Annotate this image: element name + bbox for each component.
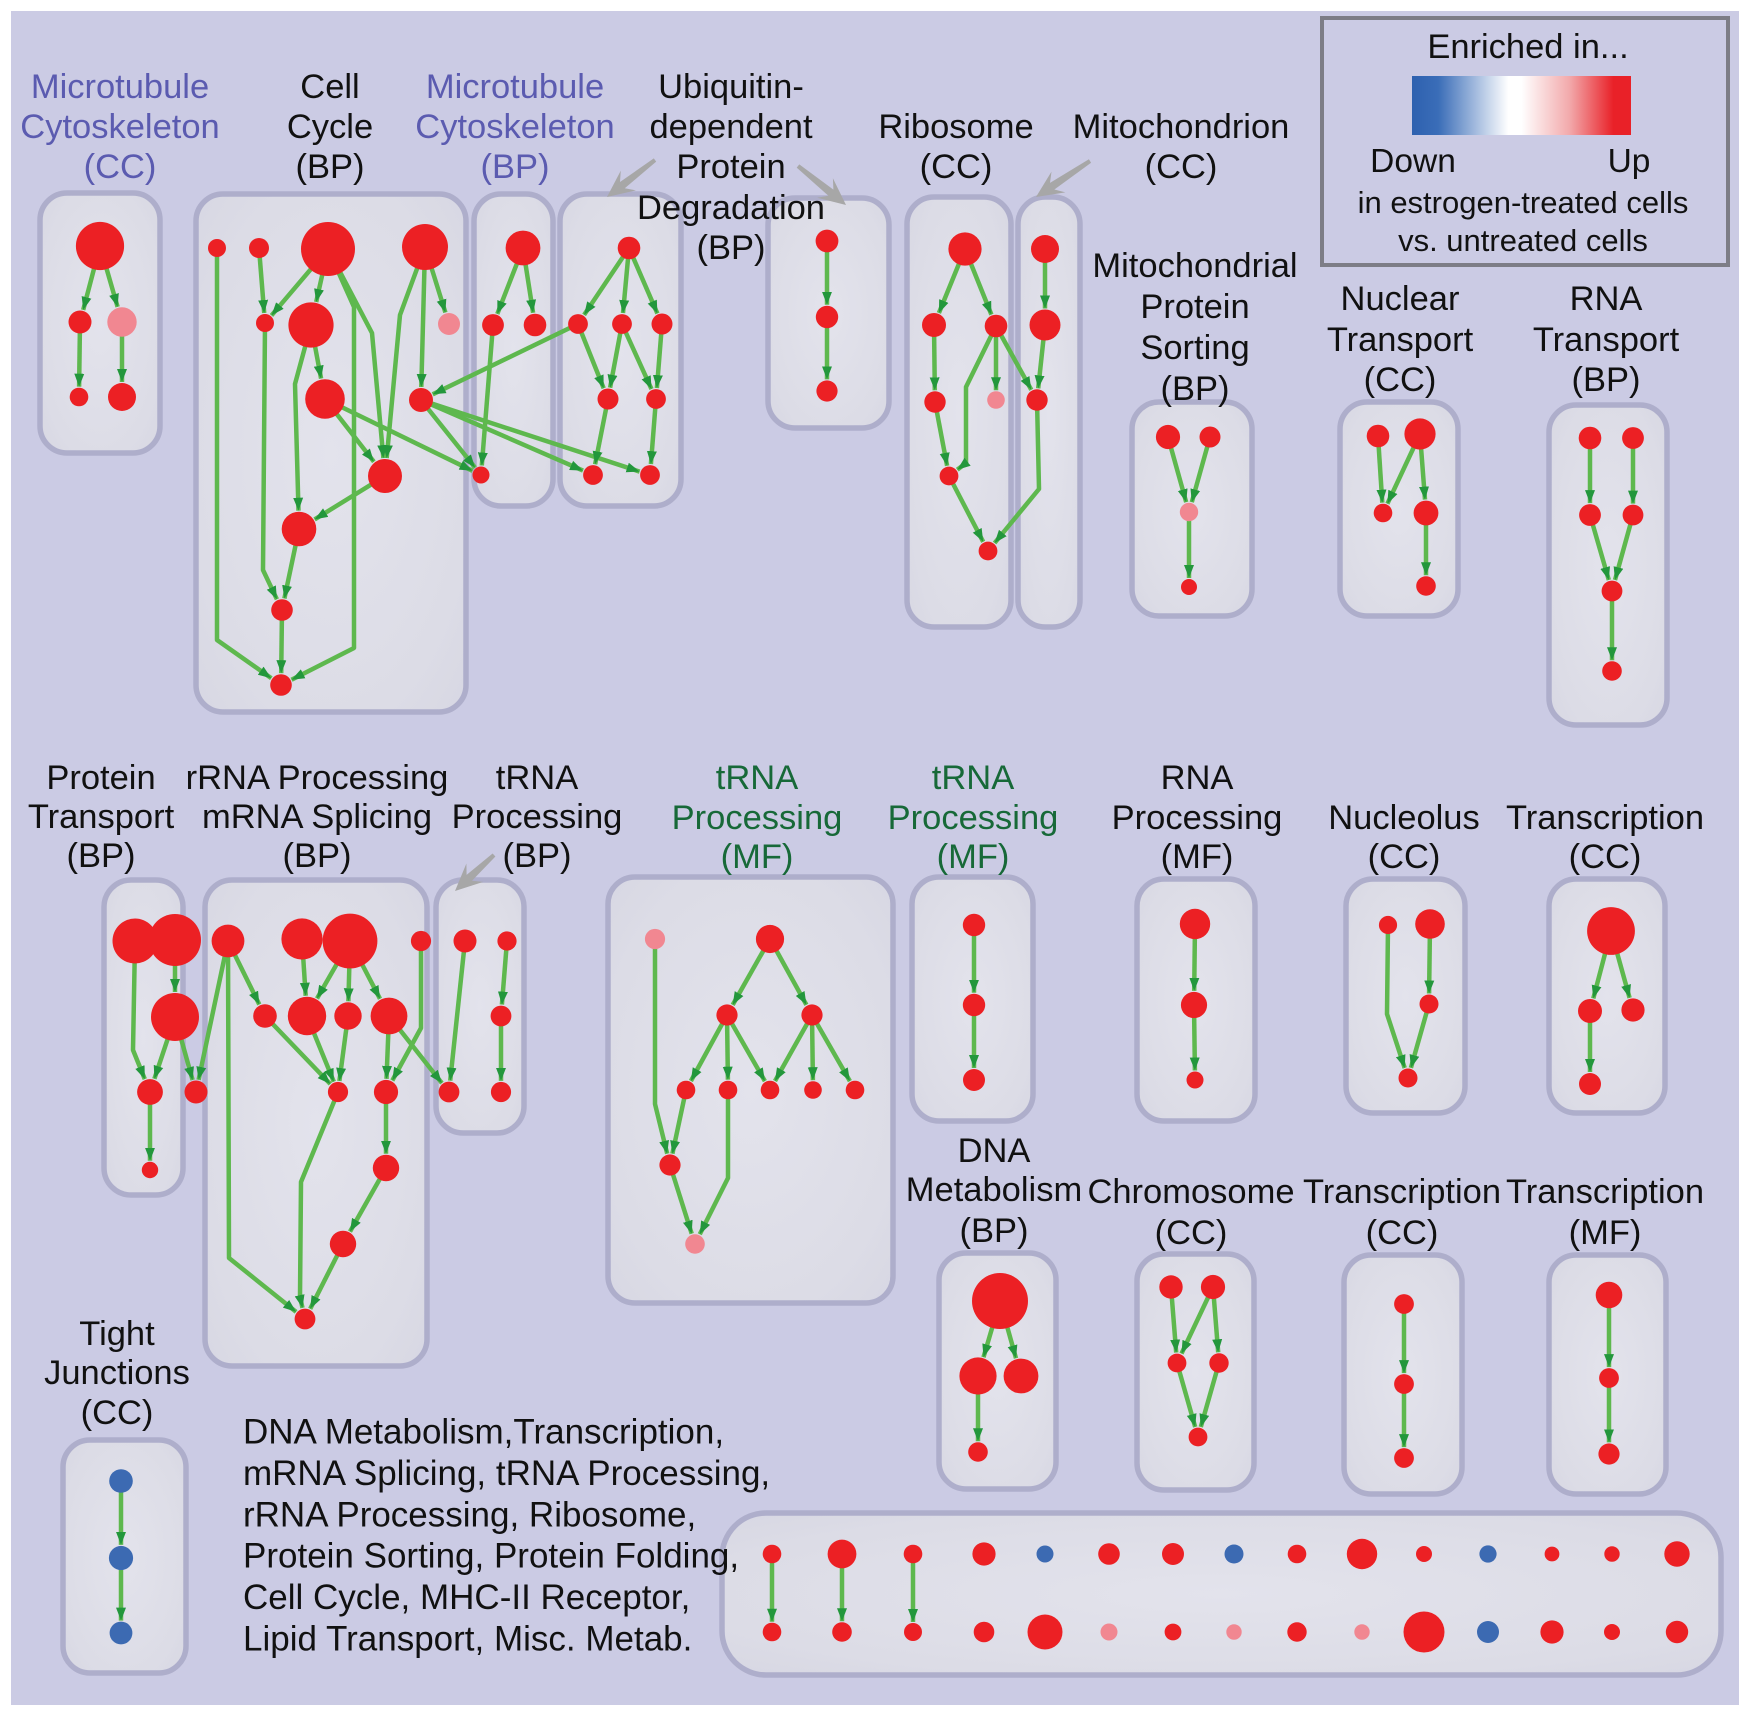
svg-text:Transcription: Transcription xyxy=(1303,1173,1501,1211)
svg-text:Enriched in...: Enriched in... xyxy=(1427,28,1628,66)
svg-text:(BP): (BP) xyxy=(296,148,365,186)
svg-text:(BP): (BP) xyxy=(283,837,352,875)
svg-text:tRNA: tRNA xyxy=(496,759,578,797)
svg-text:Transcription: Transcription xyxy=(1506,799,1704,837)
svg-text:Microtubule: Microtubule xyxy=(426,68,604,106)
svg-text:Down: Down xyxy=(1370,143,1456,180)
svg-text:Cycle: Cycle xyxy=(287,108,373,146)
svg-text:(BP): (BP) xyxy=(1161,370,1230,408)
svg-text:Processing: Processing xyxy=(672,799,843,837)
svg-text:Microtubule: Microtubule xyxy=(31,68,209,106)
svg-text:DNA Metabolism,Transcription,: DNA Metabolism,Transcription, xyxy=(243,1413,724,1452)
svg-text:(CC): (CC) xyxy=(1368,838,1441,876)
svg-text:Sorting: Sorting xyxy=(1140,329,1249,367)
svg-text:Protein: Protein xyxy=(676,148,785,186)
svg-text:Nucleolus: Nucleolus xyxy=(1328,799,1480,837)
svg-text:(CC): (CC) xyxy=(84,148,157,186)
svg-text:(MF): (MF) xyxy=(1161,838,1234,876)
svg-text:Nuclear: Nuclear xyxy=(1341,280,1460,318)
svg-text:Processing: Processing xyxy=(888,799,1059,837)
svg-text:Processing: Processing xyxy=(1112,799,1283,837)
svg-text:Transport: Transport xyxy=(28,798,175,836)
svg-text:(MF): (MF) xyxy=(721,838,794,876)
svg-text:(CC): (CC) xyxy=(1569,838,1642,876)
svg-text:mRNA Splicing, tRNA Processing: mRNA Splicing, tRNA Processing, xyxy=(243,1454,770,1493)
svg-text:mRNA Splicing: mRNA Splicing xyxy=(202,798,432,836)
svg-text:Ribosome: Ribosome xyxy=(878,108,1033,146)
svg-text:RNA: RNA xyxy=(1161,759,1234,797)
svg-text:(CC): (CC) xyxy=(1155,1214,1228,1252)
svg-text:dependent: dependent xyxy=(649,108,812,146)
svg-text:rRNA Processing, Ribosome,: rRNA Processing, Ribosome, xyxy=(243,1495,696,1534)
svg-text:Ubiquitin-: Ubiquitin- xyxy=(658,68,804,106)
svg-text:Junctions: Junctions xyxy=(44,1354,190,1392)
svg-text:Protein: Protein xyxy=(46,759,155,797)
svg-text:Mitochondrial: Mitochondrial xyxy=(1092,247,1297,285)
svg-text:(BP): (BP) xyxy=(1572,361,1641,399)
svg-text:(BP): (BP) xyxy=(503,837,572,875)
svg-text:(CC): (CC) xyxy=(81,1394,154,1432)
svg-text:Processing: Processing xyxy=(452,798,623,836)
svg-text:Protein Sorting, Protein Foldi: Protein Sorting, Protein Folding, xyxy=(243,1537,739,1576)
svg-text:rRNA Processing: rRNA Processing xyxy=(186,759,449,797)
svg-text:(BP): (BP) xyxy=(481,148,550,186)
svg-text:Cytoskeleton: Cytoskeleton xyxy=(415,108,614,146)
svg-text:(BP): (BP) xyxy=(67,837,136,875)
svg-text:Cell: Cell xyxy=(300,68,359,106)
svg-text:Degradation: Degradation xyxy=(637,189,825,227)
svg-text:Metabolism: Metabolism xyxy=(906,1171,1082,1209)
svg-text:(CC): (CC) xyxy=(1145,148,1218,186)
svg-text:Transcription: Transcription xyxy=(1506,1173,1704,1211)
svg-text:(CC): (CC) xyxy=(1366,1214,1439,1252)
svg-text:Chromosome: Chromosome xyxy=(1087,1173,1294,1211)
svg-text:(MF): (MF) xyxy=(1569,1214,1642,1252)
svg-text:tRNA: tRNA xyxy=(716,759,798,797)
svg-text:Protein: Protein xyxy=(1140,288,1249,326)
svg-text:vs. untreated cells: vs. untreated cells xyxy=(1398,223,1648,258)
svg-text:in estrogen-treated cells: in estrogen-treated cells xyxy=(1358,185,1689,220)
svg-text:(CC): (CC) xyxy=(1364,361,1437,399)
svg-text:RNA: RNA xyxy=(1570,280,1643,318)
svg-text:Mitochondrion: Mitochondrion xyxy=(1073,108,1290,146)
svg-text:DNA: DNA xyxy=(958,1132,1031,1170)
svg-text:Up: Up xyxy=(1608,143,1651,180)
svg-text:Transport: Transport xyxy=(1533,321,1680,359)
svg-text:Cell Cycle, MHC-II Receptor,: Cell Cycle, MHC-II Receptor, xyxy=(243,1578,690,1617)
svg-text:Tight: Tight xyxy=(79,1315,155,1353)
svg-text:tRNA: tRNA xyxy=(932,759,1014,797)
svg-text:Lipid Transport, Misc. Metab.: Lipid Transport, Misc. Metab. xyxy=(243,1620,692,1659)
svg-text:Transport: Transport xyxy=(1327,321,1474,359)
svg-text:Cytoskeleton: Cytoskeleton xyxy=(20,108,219,146)
svg-text:(MF): (MF) xyxy=(937,838,1010,876)
svg-text:(BP): (BP) xyxy=(697,229,766,267)
svg-text:(BP): (BP) xyxy=(960,1212,1029,1250)
svg-text:(CC): (CC) xyxy=(920,148,993,186)
